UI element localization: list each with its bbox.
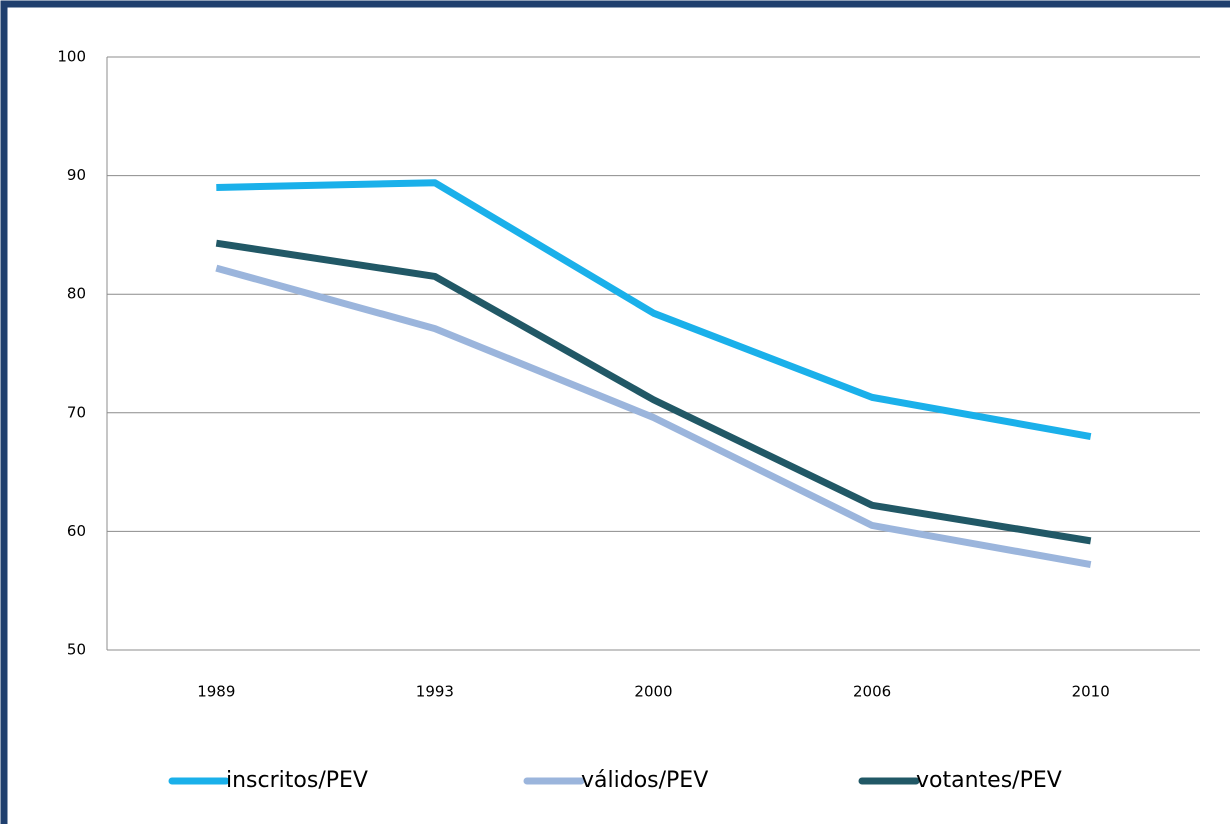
series-line	[215, 264, 1092, 569]
series-line	[216, 179, 1092, 440]
y-tick-label: 70	[67, 403, 86, 421]
x-tick-label: 2010	[1072, 683, 1110, 701]
y-tick-label: 60	[67, 522, 86, 540]
y-tick-label: 80	[67, 285, 86, 303]
x-tick-label: 1989	[197, 683, 235, 701]
legend-label: votantes/PEV	[916, 768, 1062, 793]
legend-label: inscritos/PEV	[226, 768, 368, 793]
x-tick-label: 2000	[634, 683, 672, 701]
x-tick-label: 1993	[416, 683, 454, 701]
y-tick-label: 100	[57, 48, 86, 66]
y-tick-label: 90	[67, 166, 86, 184]
x-tick-label: 2006	[853, 683, 891, 701]
y-tick-label: 50	[67, 641, 86, 659]
legend-label: válidos/PEV	[581, 768, 708, 793]
series-line	[215, 239, 1092, 545]
